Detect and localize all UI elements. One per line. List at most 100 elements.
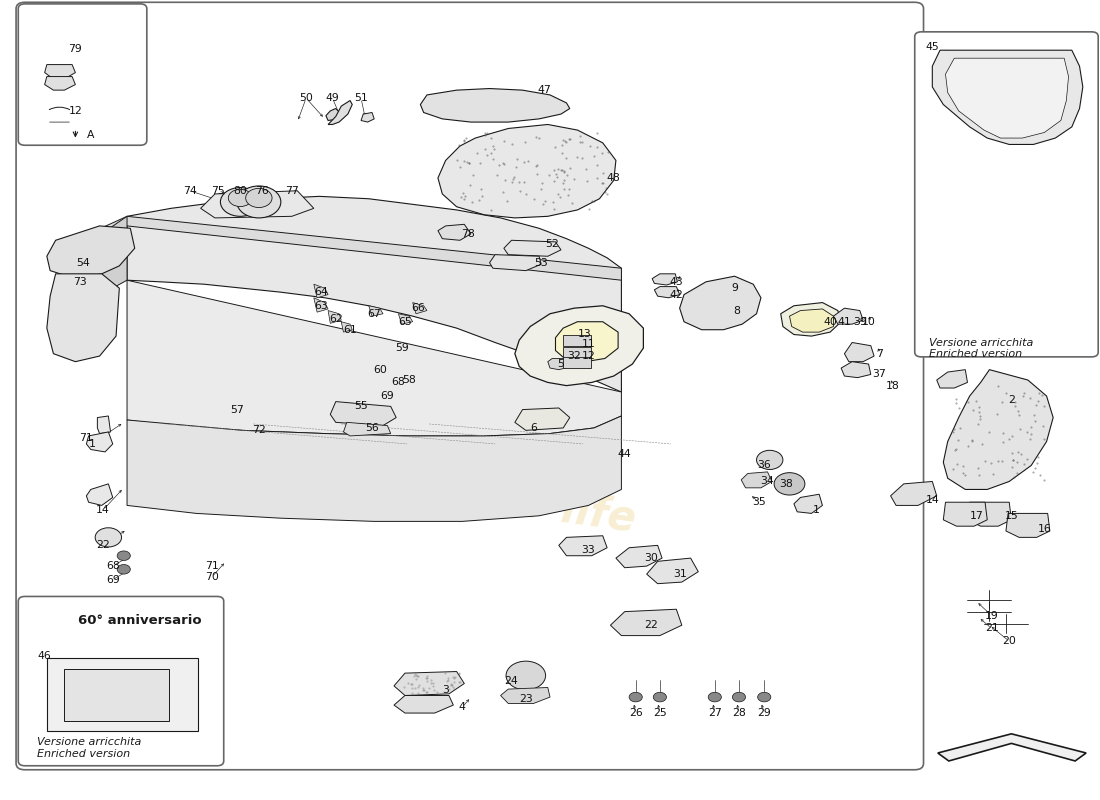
Polygon shape [330, 402, 396, 426]
Polygon shape [938, 734, 1086, 761]
Text: 1: 1 [88, 439, 96, 449]
Text: 50: 50 [299, 93, 314, 103]
Circle shape [506, 661, 546, 690]
Polygon shape [933, 50, 1082, 145]
Polygon shape [47, 274, 119, 362]
Polygon shape [944, 502, 987, 526]
Text: 19: 19 [984, 610, 999, 621]
Text: 15: 15 [1004, 510, 1019, 521]
Polygon shape [500, 687, 550, 703]
Text: 30: 30 [645, 553, 658, 563]
Text: 34: 34 [761, 477, 774, 486]
Circle shape [229, 190, 252, 206]
Text: 61: 61 [343, 325, 356, 334]
Polygon shape [420, 89, 570, 122]
Polygon shape [126, 196, 622, 392]
Text: 23: 23 [519, 694, 532, 705]
Text: 22: 22 [96, 540, 110, 550]
Circle shape [708, 692, 722, 702]
Text: 71: 71 [79, 434, 94, 443]
Text: Versione arricchita
Enriched version: Versione arricchita Enriched version [930, 338, 1033, 359]
Text: 74: 74 [183, 186, 197, 196]
Text: 35: 35 [752, 498, 766, 507]
Polygon shape [87, 432, 113, 452]
Polygon shape [968, 502, 1011, 526]
Text: 41: 41 [837, 317, 851, 326]
Circle shape [758, 692, 771, 702]
Polygon shape [781, 302, 842, 336]
Text: 71: 71 [205, 561, 219, 571]
Text: 24: 24 [505, 676, 518, 686]
Text: 47: 47 [538, 85, 551, 95]
Text: 1: 1 [813, 506, 820, 515]
Text: 63: 63 [315, 301, 329, 310]
Text: 22: 22 [645, 620, 658, 630]
Bar [563, 347, 591, 358]
Text: 59: 59 [395, 343, 408, 353]
Polygon shape [343, 422, 390, 436]
Text: 65: 65 [398, 317, 411, 326]
Polygon shape [790, 309, 834, 332]
Text: 21: 21 [984, 623, 999, 634]
Polygon shape [842, 362, 871, 378]
Polygon shape [610, 610, 682, 635]
Circle shape [236, 186, 280, 218]
Polygon shape [438, 125, 616, 218]
Text: 12: 12 [68, 106, 82, 116]
Polygon shape [328, 310, 341, 323]
Text: 20: 20 [1002, 636, 1016, 646]
Text: 6: 6 [530, 423, 537, 433]
Text: 39: 39 [852, 317, 867, 326]
Circle shape [774, 473, 805, 495]
Polygon shape [654, 286, 680, 298]
Polygon shape [98, 416, 111, 434]
Text: 10: 10 [861, 317, 876, 326]
Text: 33: 33 [582, 545, 595, 555]
Text: 26: 26 [629, 708, 642, 718]
Text: 25: 25 [653, 708, 667, 718]
Polygon shape [1005, 514, 1049, 538]
Polygon shape [845, 342, 875, 362]
Text: A: A [87, 130, 95, 140]
Polygon shape [559, 536, 607, 556]
Polygon shape [834, 308, 864, 324]
Polygon shape [794, 494, 823, 514]
Text: 8: 8 [734, 306, 740, 315]
Polygon shape [504, 240, 561, 256]
Polygon shape [361, 113, 374, 122]
Text: 67: 67 [367, 309, 381, 318]
Text: 75: 75 [211, 186, 226, 196]
Polygon shape [87, 484, 113, 506]
Polygon shape [490, 254, 541, 270]
Polygon shape [680, 276, 761, 330]
Polygon shape [84, 216, 622, 280]
Text: 66: 66 [411, 303, 425, 313]
Text: 55: 55 [354, 402, 367, 411]
Polygon shape [946, 58, 1068, 138]
Bar [563, 335, 591, 346]
Polygon shape [412, 302, 427, 314]
Text: 31: 31 [673, 569, 686, 579]
Polygon shape [616, 546, 662, 568]
Text: 80: 80 [233, 186, 248, 196]
Text: 46: 46 [37, 650, 52, 661]
Text: 7: 7 [876, 349, 883, 358]
Text: 68: 68 [392, 378, 405, 387]
Polygon shape [944, 370, 1053, 490]
Circle shape [220, 187, 260, 216]
Polygon shape [200, 190, 314, 218]
Bar [563, 357, 591, 368]
Text: 3: 3 [442, 685, 449, 695]
Polygon shape [314, 298, 328, 312]
Polygon shape [368, 306, 383, 316]
Polygon shape [438, 224, 471, 240]
Text: 69: 69 [106, 574, 120, 585]
Polygon shape [314, 284, 328, 298]
Text: 64: 64 [315, 287, 329, 297]
Polygon shape [394, 671, 464, 695]
Text: 51: 51 [354, 93, 367, 103]
Text: 68: 68 [106, 561, 120, 571]
Polygon shape [548, 358, 572, 370]
Text: 60° anniversario: 60° anniversario [78, 614, 201, 627]
Circle shape [245, 188, 272, 207]
